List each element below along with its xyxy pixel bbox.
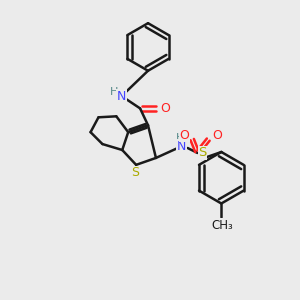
Text: S: S <box>131 166 139 179</box>
Text: O: O <box>180 129 190 142</box>
Text: H: H <box>176 133 184 143</box>
Text: S: S <box>198 146 207 160</box>
Text: CH₃: CH₃ <box>212 219 233 232</box>
Text: H: H <box>110 86 118 97</box>
Text: N: N <box>177 140 186 152</box>
Text: N: N <box>117 90 126 103</box>
Text: O: O <box>160 102 170 115</box>
Text: O: O <box>212 129 222 142</box>
